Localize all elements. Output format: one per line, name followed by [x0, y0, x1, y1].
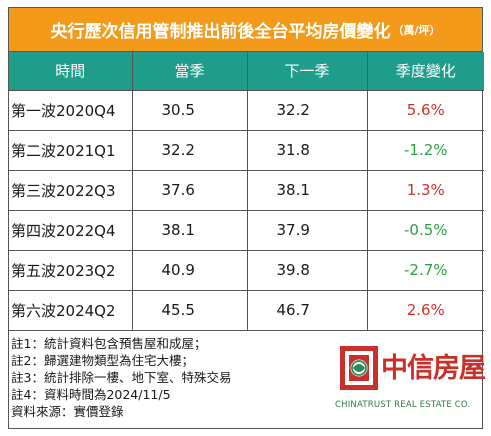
next-cell: 46.7	[247, 290, 368, 331]
header-current-quarter: 當季	[132, 52, 248, 91]
price-table-card: 央行歷次信用管制推出前後全台平均房價變化 （萬/坪） 時間 當季 下一季 季度變…	[8, 7, 486, 430]
next-cell: 32.2	[247, 90, 368, 131]
change-cell: 2.6%	[367, 290, 484, 331]
header-quarter-change: 季度變化	[367, 52, 484, 91]
wave-cell: 第六波2024Q2	[9, 290, 133, 331]
wave-cell: 第一波2020Q4	[9, 90, 133, 131]
change-cell: 1.3%	[367, 170, 484, 211]
table-title-text: 央行歷次信用管制推出前後全台平均房價變化	[50, 22, 391, 42]
table-row: 第六波2024Q2 45.5 46.7 2.6%	[9, 290, 484, 331]
header-time: 時間	[9, 52, 133, 91]
next-cell: 39.8	[247, 250, 368, 291]
data-source: 資料來源：實價登錄	[11, 403, 124, 419]
wave-cell: 第二波2021Q1	[9, 130, 133, 171]
next-cell: 31.8	[247, 130, 368, 171]
table-title: 央行歷次信用管制推出前後全台平均房價變化 （萬/坪）	[9, 8, 482, 52]
logo-english-text: CHINATRUST REAL ESTATE CO.	[335, 399, 471, 410]
header-next-quarter: 下一季	[247, 52, 368, 91]
footnotes: 註1：統計資料包含預售屋和成屋； 註2：歸選建物類型為住宅大樓； 註3：統計排除…	[9, 331, 486, 430]
price-change-table: 時間 當季 下一季 季度變化 第一波2020Q4 30.5 32.2 5.6% …	[9, 52, 484, 331]
table-header-row: 時間 當季 下一季 季度變化	[9, 52, 484, 91]
table-row: 第三波2022Q3 37.6 38.1 1.3%	[9, 170, 484, 211]
table-title-unit: （萬/坪）	[392, 23, 441, 37]
change-cell: -0.5%	[367, 210, 484, 251]
wave-cell: 第三波2022Q3	[9, 170, 133, 211]
current-cell: 40.9	[132, 250, 248, 291]
current-cell: 45.5	[132, 290, 248, 331]
house-emblem-icon	[340, 345, 378, 390]
table-row: 第二波2021Q1 32.2 31.8 -1.2%	[9, 130, 484, 171]
current-cell: 37.6	[132, 170, 248, 211]
current-cell: 30.5	[132, 90, 248, 131]
footnote: 註1：統計資料包含預售屋和成屋；	[11, 335, 207, 351]
change-cell: -2.7%	[367, 250, 484, 291]
table-row: 第四波2022Q4 38.1 37.9 -0.5%	[9, 210, 484, 251]
change-cell: -1.2%	[367, 130, 484, 171]
wave-cell: 第四波2022Q4	[9, 210, 133, 251]
table-row: 第五波2023Q2 40.9 39.8 -2.7%	[9, 250, 484, 291]
footnote: 註3：統計排除一樓、地下室、特殊交易	[11, 369, 232, 385]
current-cell: 32.2	[132, 130, 248, 171]
next-cell: 37.9	[247, 210, 368, 251]
change-cell: 5.6%	[367, 90, 484, 131]
footnote: 註2：歸選建物類型為住宅大樓；	[11, 352, 194, 368]
next-cell: 38.1	[247, 170, 368, 211]
wave-cell: 第五波2023Q2	[9, 250, 133, 291]
footnote: 註4：資料時間為2024/11/5	[11, 386, 171, 402]
current-cell: 38.1	[132, 210, 248, 251]
logo-brand-text: 中信房屋	[381, 352, 486, 384]
company-logo: 中信房屋 CHINATRUST REAL ESTATE CO.	[335, 345, 486, 415]
table-row: 第一波2020Q4 30.5 32.2 5.6%	[9, 90, 484, 131]
